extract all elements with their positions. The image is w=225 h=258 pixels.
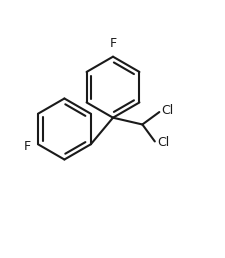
Text: Cl: Cl bbox=[161, 104, 173, 117]
Text: F: F bbox=[24, 140, 31, 153]
Text: F: F bbox=[109, 37, 116, 50]
Text: Cl: Cl bbox=[156, 136, 169, 149]
